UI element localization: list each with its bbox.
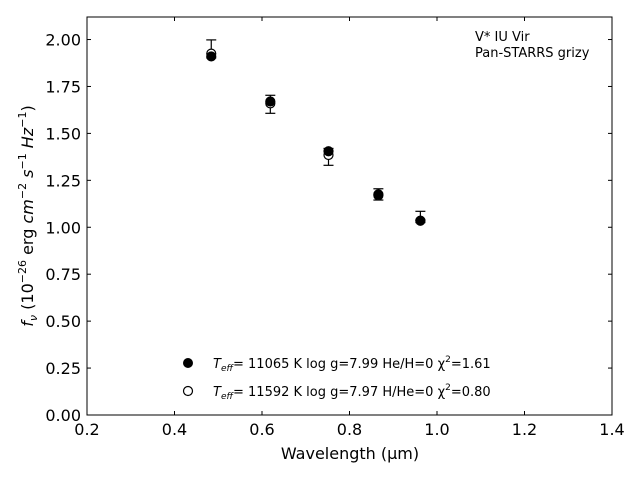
- plot-frame: [86, 16, 613, 416]
- point-filled: [373, 189, 384, 200]
- y-tick-label: 0.75: [45, 265, 81, 284]
- y-label-exp4: −1: [16, 112, 29, 128]
- x-axis-label: Wavelength (μm): [281, 444, 419, 463]
- y-label-s: s: [18, 170, 37, 183]
- y-tick-label: 1.75: [45, 77, 81, 96]
- y-axis-label: fν (10−26 erg cm−2 s−1 Hz−1): [16, 105, 40, 326]
- y-label-erg: erg: [18, 224, 37, 260]
- y-axis: 0.00 0.25 0.50 0.75 1.00 1.25 1.50 1.75 2.00: [45, 31, 612, 425]
- x-axis: 0.2 0.4 0.6 0.8 1.0 1.2 1.4: [74, 17, 625, 439]
- y-label-exp3: −1: [16, 153, 29, 169]
- point-filled: [265, 96, 276, 107]
- x-tick-label: 1.2: [512, 420, 537, 439]
- data-points: [206, 48, 426, 226]
- x-tick-label: 0.6: [249, 420, 274, 439]
- y-label-nu-sub: ν: [27, 315, 40, 321]
- y-label-open: (10: [18, 283, 37, 315]
- legend-entry-1: Teff= 11065 K log g=7.99 He/H=0 χ2=1.61: [213, 355, 491, 374]
- x-tick-label: 1.4: [599, 420, 624, 439]
- y-label-hz: Hz: [18, 127, 37, 153]
- y-label-exp1: −26: [16, 260, 29, 283]
- legend-marker-open: [182, 385, 194, 397]
- y-tick-label: 1.50: [45, 124, 81, 143]
- y-label-exp2: −2: [16, 183, 29, 199]
- y-label-cm: cm: [18, 199, 37, 223]
- x-tick-label: 0.8: [337, 420, 362, 439]
- legend: Teff= 11065 K log g=7.99 He/H=0 χ2=1.61 …: [182, 355, 491, 402]
- error-bars: [206, 39, 426, 224]
- legend-entry-2: Teff= 11592 K log g=7.97 H/He=0 χ2=0.80: [213, 383, 491, 402]
- x-tick-label: 0.4: [162, 420, 187, 439]
- point-filled: [206, 51, 217, 62]
- annotation-survey: Pan-STARRS grizy: [475, 46, 590, 61]
- annotation-star-name: V* IU Vir: [475, 30, 530, 45]
- y-label-close: ): [18, 105, 37, 111]
- x-tick-label: 1.0: [424, 420, 449, 439]
- legend-marker-filled: [183, 358, 193, 368]
- y-tick-label: 1.25: [45, 171, 81, 190]
- y-tick-label: 0.25: [45, 359, 81, 378]
- y-tick-label: 0.50: [45, 312, 81, 331]
- y-tick-label: 2.00: [45, 31, 81, 50]
- y-label-f: f: [18, 319, 37, 327]
- x-tick-label: 0.2: [74, 420, 99, 439]
- y-tick-label: 1.00: [45, 218, 81, 237]
- point-filled: [415, 215, 426, 226]
- point-filled: [323, 146, 334, 157]
- y-tick-label: 0.00: [45, 406, 81, 425]
